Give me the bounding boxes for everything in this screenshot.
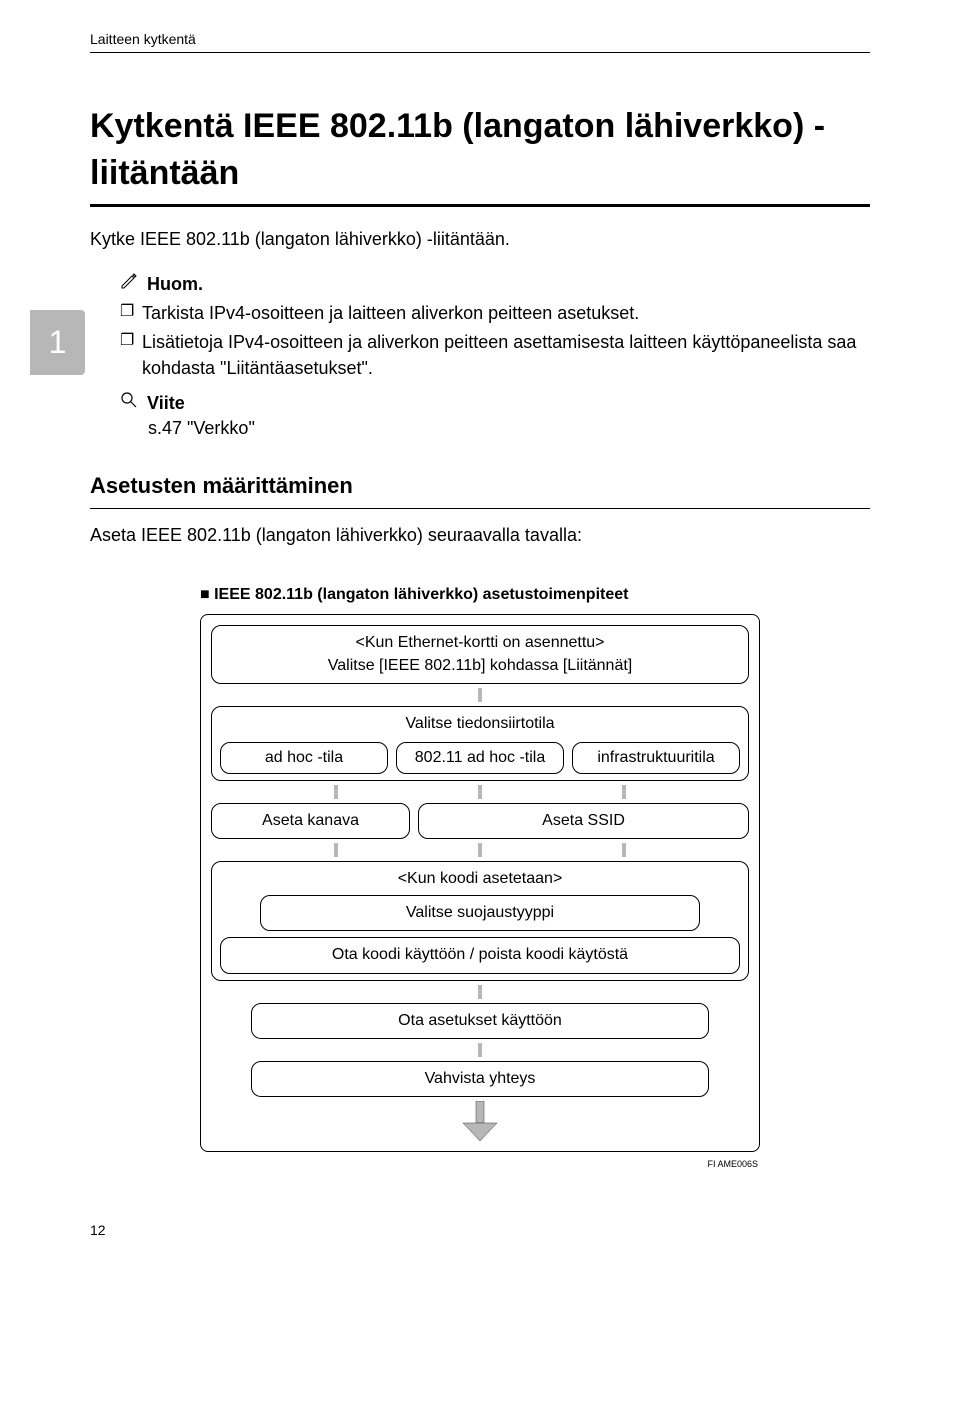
page-number: 12 xyxy=(90,1221,870,1241)
code-group-title: <Kun koodi asetetaan> xyxy=(220,868,740,890)
pencil-icon xyxy=(120,272,138,297)
magnifier-icon xyxy=(120,391,138,416)
page-title: Kytkentä IEEE 802.11b (langaton lähiverk… xyxy=(90,103,870,207)
mode-option: 802.11 ad hoc -tila xyxy=(396,742,564,774)
bullet-text: Tarkista IPv4-osoitteen ja laitteen aliv… xyxy=(142,301,639,326)
section-heading: Asetusten määrittäminen xyxy=(90,471,870,509)
sub-title-line: Kytke IEEE 802.11b (langaton lähiverkko)… xyxy=(90,227,870,252)
reference-text: s.47 "Verkko" xyxy=(120,416,870,441)
toggle-code-box: Ota koodi käyttöön / poista koodi käytös… xyxy=(220,937,740,973)
note-label: Huom. xyxy=(147,274,203,294)
channel-box: Aseta kanava xyxy=(211,803,410,839)
arrow-down-icon xyxy=(211,1101,749,1141)
section-text: Aseta IEEE 802.11b (langaton lähiverkko)… xyxy=(90,523,870,548)
connector xyxy=(211,843,749,857)
mode-option: ad hoc -tila xyxy=(220,742,388,774)
reference-heading: Viite xyxy=(120,391,870,416)
mode-group: Valitse tiedonsiirtotila ad hoc -tila 80… xyxy=(211,706,749,781)
bullet-text: Lisätietoja IPv4-osoitteen ja aliverkon … xyxy=(142,330,870,380)
apply-box: Ota asetukset käyttöön xyxy=(251,1003,709,1039)
square-bullet-icon: ■ xyxy=(200,586,214,603)
figure-caption: FI AME006S xyxy=(200,1158,760,1171)
confirm-box: Vahvista yhteys xyxy=(251,1061,709,1097)
code-group: <Kun koodi asetetaan> Valitse suojaustyy… xyxy=(211,861,749,980)
chapter-tab: 1 xyxy=(30,310,85,375)
choose-security-box: Valitse suojaustyyppi xyxy=(260,895,700,931)
bullet-icon: ❐ xyxy=(120,330,142,380)
connector xyxy=(211,985,749,999)
connector xyxy=(211,1043,749,1057)
connector xyxy=(211,688,749,702)
mode-option: infrastruktuuritila xyxy=(572,742,740,774)
note-heading: Huom. xyxy=(120,272,870,297)
bullet-icon: ❐ xyxy=(120,301,142,326)
ssid-box: Aseta SSID xyxy=(418,803,749,839)
step-line: <Kun Ethernet-kortti on asennettu> xyxy=(220,632,740,654)
running-header: Laitteen kytkentä xyxy=(90,30,870,53)
step-line: Valitse [IEEE 802.11b] kohdassa [Liitänn… xyxy=(220,655,740,677)
reference-label: Viite xyxy=(147,393,185,413)
step-box: <Kun Ethernet-kortti on asennettu> Valit… xyxy=(211,625,749,684)
connector xyxy=(211,785,749,799)
flow-panel: <Kun Ethernet-kortti on asennettu> Valit… xyxy=(200,614,760,1152)
mode-group-title: Valitse tiedonsiirtotila xyxy=(220,713,740,735)
panel-title: ■ IEEE 802.11b (langaton lähiverkko) ase… xyxy=(200,584,760,606)
